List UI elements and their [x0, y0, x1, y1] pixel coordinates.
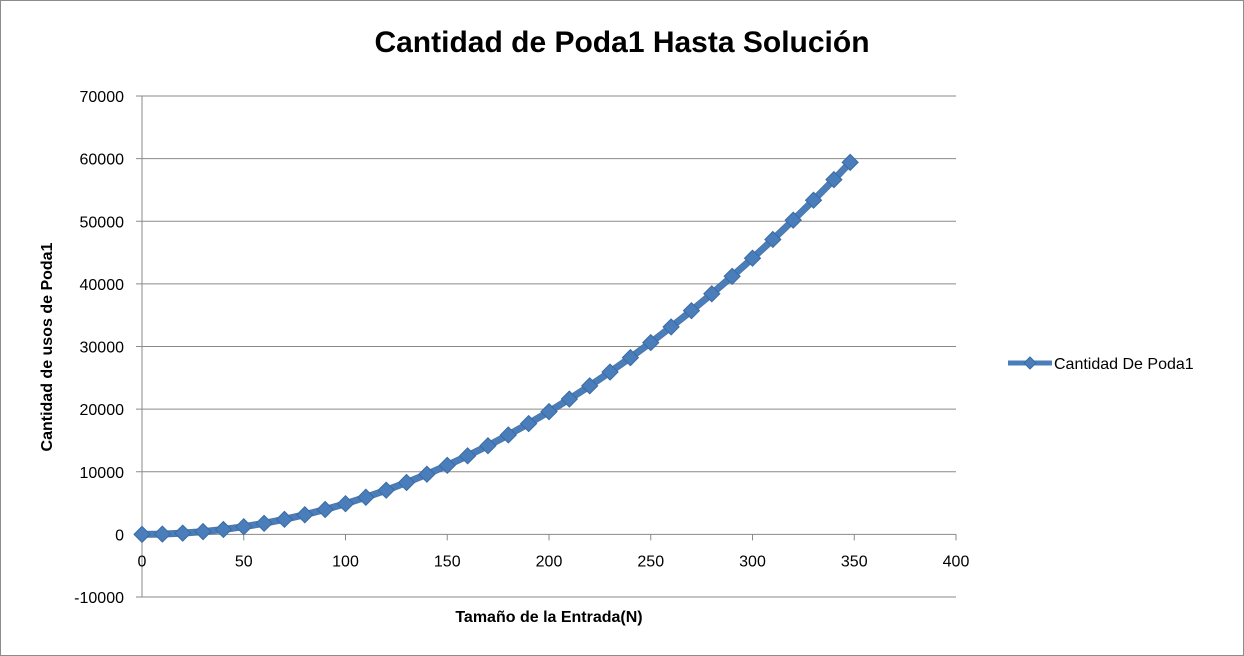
data-point-marker [479, 436, 497, 455]
data-point-marker [841, 153, 859, 172]
x-axis-label: Tamaño de la Entrada(N) [455, 609, 642, 626]
data-point-marker [642, 333, 660, 352]
series-line [139, 159, 853, 537]
data-point-marker [275, 510, 294, 529]
y-tick-label: -10000 [74, 590, 124, 607]
x-tick-label: 100 [332, 553, 359, 570]
data-point-marker [804, 191, 823, 209]
data-point-marker [316, 500, 334, 519]
data-point-marker [235, 517, 253, 536]
data-point-marker [418, 465, 436, 483]
x-tick-label: 250 [637, 553, 664, 570]
series-layer [133, 153, 859, 544]
y-tick-label: 0 [115, 527, 124, 544]
data-point-marker [499, 426, 518, 444]
legend-label: Cantidad De Poda1 [1054, 356, 1194, 373]
data-point-marker [621, 348, 640, 367]
data-point-marker [540, 402, 558, 421]
data-point-marker [825, 170, 843, 189]
data-point-marker [458, 447, 477, 465]
data-point-marker [194, 522, 212, 541]
legend: Cantidad De Poda1 [1008, 356, 1194, 373]
data-point-marker [519, 414, 538, 433]
x-tick-label: 150 [434, 553, 461, 570]
y-tick-label: 10000 [80, 465, 125, 482]
x-tick-label: 300 [739, 553, 766, 570]
x-tick-label: 50 [235, 553, 253, 570]
data-point-marker [397, 473, 416, 492]
series-line-shadow [138, 158, 854, 538]
x-tick-label: 0 [138, 553, 147, 570]
data-point-marker [214, 520, 233, 539]
y-tick-label: 20000 [80, 402, 125, 419]
data-point-marker [377, 481, 395, 499]
chart-title: Cantidad de Poda1 Hasta Solución [374, 26, 870, 59]
y-tick-label: 60000 [80, 152, 125, 169]
x-tick-label: 400 [943, 553, 970, 570]
data-point-marker [153, 525, 172, 543]
y-tick-label: 50000 [80, 214, 125, 231]
y-tick-label: 40000 [80, 277, 125, 294]
data-point-marker [662, 318, 680, 336]
data-point-marker [560, 390, 579, 408]
axes [136, 95, 957, 598]
data-point-marker [133, 525, 151, 544]
x-tick-label: 350 [841, 553, 868, 570]
y-tick-label: 70000 [80, 89, 125, 106]
data-point-marker [703, 285, 721, 303]
data-point-marker [296, 506, 314, 524]
data-point-marker [255, 514, 273, 533]
data-point-marker [173, 524, 192, 542]
x-tick-label: 200 [536, 553, 563, 570]
data-point-marker [438, 456, 456, 475]
data-point-marker [723, 267, 741, 286]
data-point-marker [336, 494, 355, 513]
data-point-marker [357, 488, 375, 506]
y-tick-labels: -10000 0 10000 20000 30000 40000 50000 60000 700… [74, 89, 124, 607]
data-point-marker [580, 377, 599, 395]
data-point-marker [601, 363, 619, 381]
data-point-marker [764, 230, 782, 249]
y-tick-label: 30000 [80, 340, 125, 357]
legend-marker [1023, 356, 1037, 370]
data-point-marker [743, 249, 762, 267]
x-tick-labels: 0 50 100 150 200 250 300 350 400 [138, 553, 970, 570]
y-axis-label: Cantidad de usos de Poda1 [39, 242, 56, 451]
data-point-marker [682, 301, 701, 320]
data-point-marker [784, 211, 802, 229]
